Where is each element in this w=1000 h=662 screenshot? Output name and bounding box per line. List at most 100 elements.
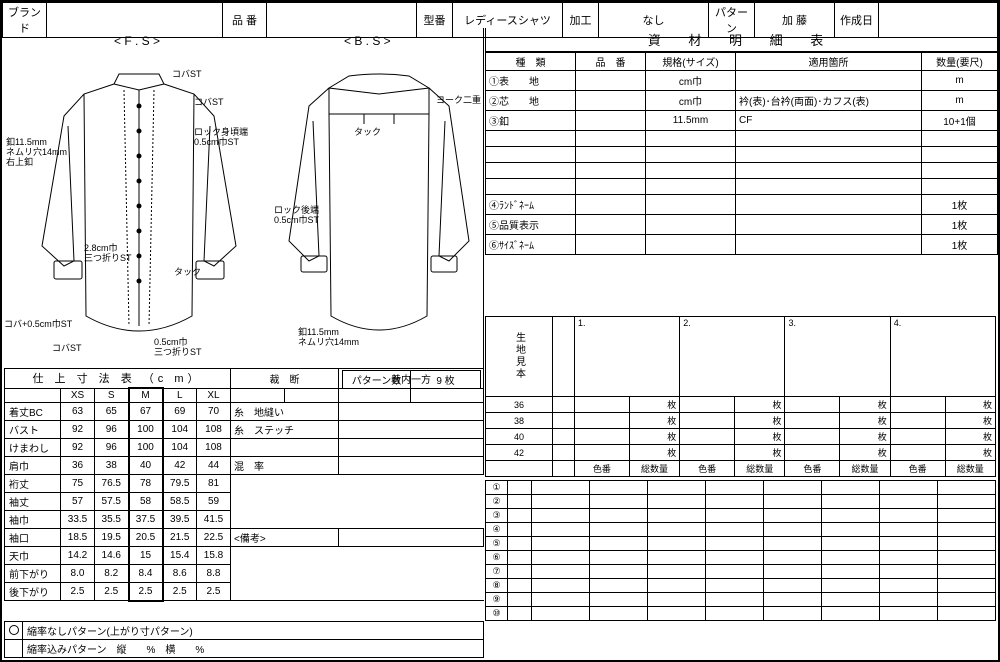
mat-use (736, 215, 922, 235)
bs-title: < B . S > (344, 34, 391, 48)
size-val: 108 (197, 421, 231, 439)
annot-bs1: ヨーク二重 (436, 96, 481, 106)
lr-num: ① (486, 481, 508, 495)
mat-type (486, 131, 576, 147)
mat-type (486, 179, 576, 195)
mat-type (486, 147, 576, 163)
samp-size: 42 (486, 445, 553, 461)
size-val: 104 (163, 439, 197, 457)
annot-fs4: 釦11.5mm ネムリ穴14mm 右上釦 (6, 138, 67, 168)
lr-num: ⑦ (486, 565, 508, 579)
annot-fs5: 2.8cm巾 三つ折りST (84, 244, 132, 264)
samp-subcol: 総数量 (840, 461, 890, 477)
size-title: 仕 上 寸 法 表 （c m） (5, 369, 231, 389)
samp-unit: 枚 (629, 445, 679, 461)
size-val: 81 (197, 475, 231, 493)
size-row-label: 袖巾 (5, 511, 61, 529)
samp-unit: 枚 (945, 413, 995, 429)
samp-h2: 2. (680, 317, 785, 397)
mat-col-qty: 数量(要尺) (922, 53, 998, 71)
size-val: 42 (163, 457, 197, 475)
mat-spec (646, 215, 736, 235)
lr-num: ⑥ (486, 551, 508, 565)
lower-right-section: ①②③④⑤⑥⑦⑧⑨⑩ (485, 480, 996, 621)
mat-qty: 1枚 (922, 195, 998, 215)
size-val: 2.5 (163, 583, 197, 601)
size-val: 19.5 (95, 529, 129, 547)
size-val: 38 (95, 457, 129, 475)
mat-type: ③釦 (486, 111, 576, 131)
size-val: 2.5 (95, 583, 129, 601)
materials-section: 資 材 明 細 表 種 類 品 番 規格(サイズ) 適用箇所 数量(要尺) ①表… (485, 28, 998, 255)
size-row-label: 袖口 (5, 529, 61, 547)
size-val: 8.8 (197, 565, 231, 583)
size-val: 20.5 (129, 529, 163, 547)
size-val: 96 (95, 421, 129, 439)
samp-unit: 枚 (629, 429, 679, 445)
samples-side-label: 生地見本 (512, 332, 527, 380)
size-row-label: 前下がり (5, 565, 61, 583)
size-row-label: けまわし (5, 439, 61, 457)
annot-bs4: 釦11.5mm ネムリ穴14mm (298, 328, 359, 348)
samp-size: 38 (486, 413, 553, 429)
size-val: 8.6 (163, 565, 197, 583)
size-val: 33.5 (61, 511, 95, 529)
mat-qty: m (922, 91, 998, 111)
mat-use (736, 147, 922, 163)
fs-title: < F . S > (114, 34, 160, 48)
size-val: 40 (129, 457, 163, 475)
annot-fs8: コバST (52, 344, 82, 354)
size-val: 18.5 (61, 529, 95, 547)
mat-code (576, 131, 646, 147)
mat-qty (922, 163, 998, 179)
mat-type: ④ﾗﾝﾄﾞﾈｰﾑ (486, 195, 576, 215)
lr-num: ⑨ (486, 593, 508, 607)
size-row-label: 着丈BC (5, 403, 61, 421)
mat-qty: m (922, 71, 998, 91)
samp-unit: 枚 (629, 413, 679, 429)
samp-unit: 枚 (945, 429, 995, 445)
mat-col-type: 種 類 (486, 53, 576, 71)
size-val: 63 (61, 403, 95, 421)
mat-code (576, 215, 646, 235)
size-val: 8.4 (129, 565, 163, 583)
annot-bs3: ロック後端 0.5cm巾ST (274, 206, 319, 226)
annot-fs1: コバST (172, 70, 202, 80)
annot-fs2: コバST (194, 98, 224, 108)
samp-unit: 枚 (629, 397, 679, 413)
size-col: M (129, 388, 163, 403)
aux-label: 混 率 (231, 457, 339, 475)
annot-fs7: コバ+0.5cm巾ST (4, 320, 72, 330)
mat-qty: 1枚 (922, 215, 998, 235)
mat-code (576, 195, 646, 215)
samples-section: 生地見本 1. 2. 3. 4. 36枚枚枚枚38枚枚枚枚40枚枚枚枚42枚枚枚… (485, 316, 996, 477)
samp-subcol: 色番 (785, 461, 840, 477)
mat-type: ⑤品質表示 (486, 215, 576, 235)
samp-h3: 3. (785, 317, 890, 397)
samp-h4: 4. (890, 317, 995, 397)
footer-line2: 縮率込みパターン 縦 % 横 % (23, 640, 484, 658)
mat-use (736, 71, 922, 91)
size-val: 15.4 (163, 547, 197, 565)
samp-subcol: 色番 (575, 461, 630, 477)
mat-use (736, 179, 922, 195)
lr-num: ⑩ (486, 607, 508, 621)
size-col: XS (61, 388, 95, 403)
size-val: 21.5 (163, 529, 197, 547)
size-row-label: バスト (5, 421, 61, 439)
size-col: S (95, 388, 129, 403)
mat-type: ⑥ｻｲｽﾞﾈｰﾑ (486, 235, 576, 255)
front-shirt-svg (24, 66, 254, 356)
samp-unit: 枚 (840, 397, 890, 413)
size-val: 35.5 (95, 511, 129, 529)
materials-table: 種 類 品 番 規格(サイズ) 適用箇所 数量(要尺) ①表 地 cm巾 m②芯… (485, 52, 998, 255)
mat-col-use: 適用箇所 (736, 53, 922, 71)
samp-unit: 枚 (945, 397, 995, 413)
samp-unit: 枚 (840, 413, 890, 429)
samples-table: 生地見本 1. 2. 3. 4. 36枚枚枚枚38枚枚枚枚40枚枚枚枚42枚枚枚… (485, 316, 996, 477)
samp-unit: 枚 (735, 413, 785, 429)
size-val: 100 (129, 439, 163, 457)
size-val: 41.5 (197, 511, 231, 529)
mat-col-code: 品 番 (576, 53, 646, 71)
size-val: 57 (61, 493, 95, 511)
